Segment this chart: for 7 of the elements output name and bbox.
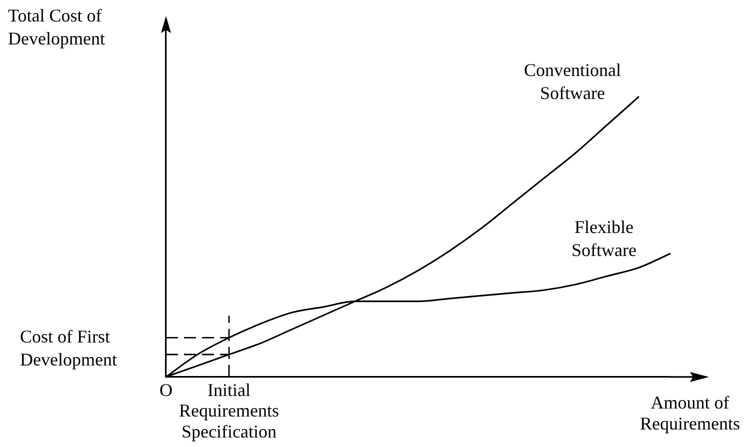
series-label: Conventional Software — [524, 60, 621, 104]
x-tick-label: O — [160, 380, 172, 400]
ref-line-label: Cost of First Development — [20, 326, 117, 370]
series-label: Flexible Software — [572, 216, 636, 260]
x-tick-label: Initial Requirements Specification — [179, 380, 279, 442]
x-axis-title: Amount of Requirements — [640, 392, 740, 434]
y-axis-title: Total Cost of Development — [8, 6, 105, 49]
